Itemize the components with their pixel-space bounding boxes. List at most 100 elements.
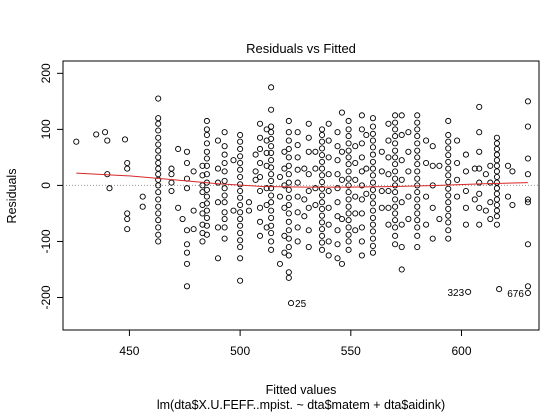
residual-point [221,235,228,242]
chart-subtitle: lm(dta$X.U.FEFF..mpist. ~ dta$matem + dt… [157,398,445,412]
x-tick-label: 500 [230,344,250,358]
residual-point [221,159,228,167]
residual-point [334,213,341,220]
residual-point [454,176,461,183]
residual-point [414,244,421,251]
residual-point [358,238,365,245]
residual-point [363,165,370,172]
residual-point [405,168,412,175]
residual-point [203,207,210,214]
residual-point [285,145,292,153]
residual-point [487,162,494,169]
residual-point [476,190,483,197]
residual-point [214,255,222,262]
residual-point [318,126,326,133]
residual-point [104,137,111,144]
residual-point [237,145,244,153]
residual-point [445,178,452,186]
residual-point [454,137,461,144]
residual-point [445,235,452,242]
residual-point [493,145,500,153]
residual-point [237,166,244,173]
residual-point [345,133,352,140]
residual-point [509,168,516,175]
residual-point [155,141,162,148]
residual-point [203,126,210,133]
residual-point [524,241,531,248]
residual-point [358,126,365,133]
residual-point [325,252,332,259]
residual-point [285,269,292,276]
residual-point [139,193,146,200]
residual-point [287,300,295,307]
residual-point [476,129,483,136]
residual-point [325,120,332,127]
residual-point [155,127,162,134]
residual-point [179,215,186,223]
residual-point [256,159,264,167]
residual-point [268,143,275,150]
residual-point [334,199,341,206]
residual-point [155,203,162,210]
residual-point [318,158,326,165]
chart-title: Residuals vs Fitted [246,41,356,56]
residual-point [268,246,275,253]
residual-point [237,153,244,160]
residual-point [398,157,405,164]
residual-point [318,192,326,199]
residual-point [504,193,512,200]
residual-point [175,204,182,211]
residual-point [318,212,326,219]
residual-point [414,175,421,182]
residual-point [462,168,469,175]
residual-point [221,143,228,150]
residual-point [445,152,452,159]
residual-point [268,238,275,245]
residual-point [237,159,244,167]
residual-point [493,179,500,186]
residual-point [392,168,399,175]
residual-point [493,140,500,147]
residual-point [493,134,500,141]
residual-point [252,151,259,158]
residual-point [392,196,399,203]
residual-point [318,219,326,226]
residual-point [414,189,421,196]
residual-point [429,235,436,242]
x-tick-label: 600 [451,344,471,358]
residual-point [345,117,352,125]
residual-point [155,189,162,196]
residual-point [493,221,500,228]
residual-point [221,151,228,158]
residual-point [268,129,275,136]
residual-point [358,140,365,147]
residual-point [398,266,405,273]
residual-point [312,148,319,155]
residual-point [369,249,377,256]
residual-point [345,147,352,154]
residual-point [398,244,405,251]
residual-point [168,171,175,178]
residual-point [203,171,210,178]
residual-point [214,179,222,186]
x-axis: 450 500 550 600 [119,330,472,358]
residual-point [237,138,244,145]
residual-point [369,186,377,193]
residual-point [203,200,210,207]
residual-point [268,106,275,113]
residual-point [124,226,131,233]
residual-point [345,182,352,189]
residual-point [369,158,377,165]
residual-point [305,171,312,178]
residual-point [214,199,222,206]
residual-point [338,215,346,223]
residual-point [358,182,365,189]
residual-point [423,221,430,228]
residual-point [392,126,399,133]
residual-point [487,199,494,206]
residual-point [268,171,275,178]
residual-point [445,212,452,219]
residual-point [398,112,405,119]
residual-point [268,207,275,214]
residual-point [524,199,531,206]
